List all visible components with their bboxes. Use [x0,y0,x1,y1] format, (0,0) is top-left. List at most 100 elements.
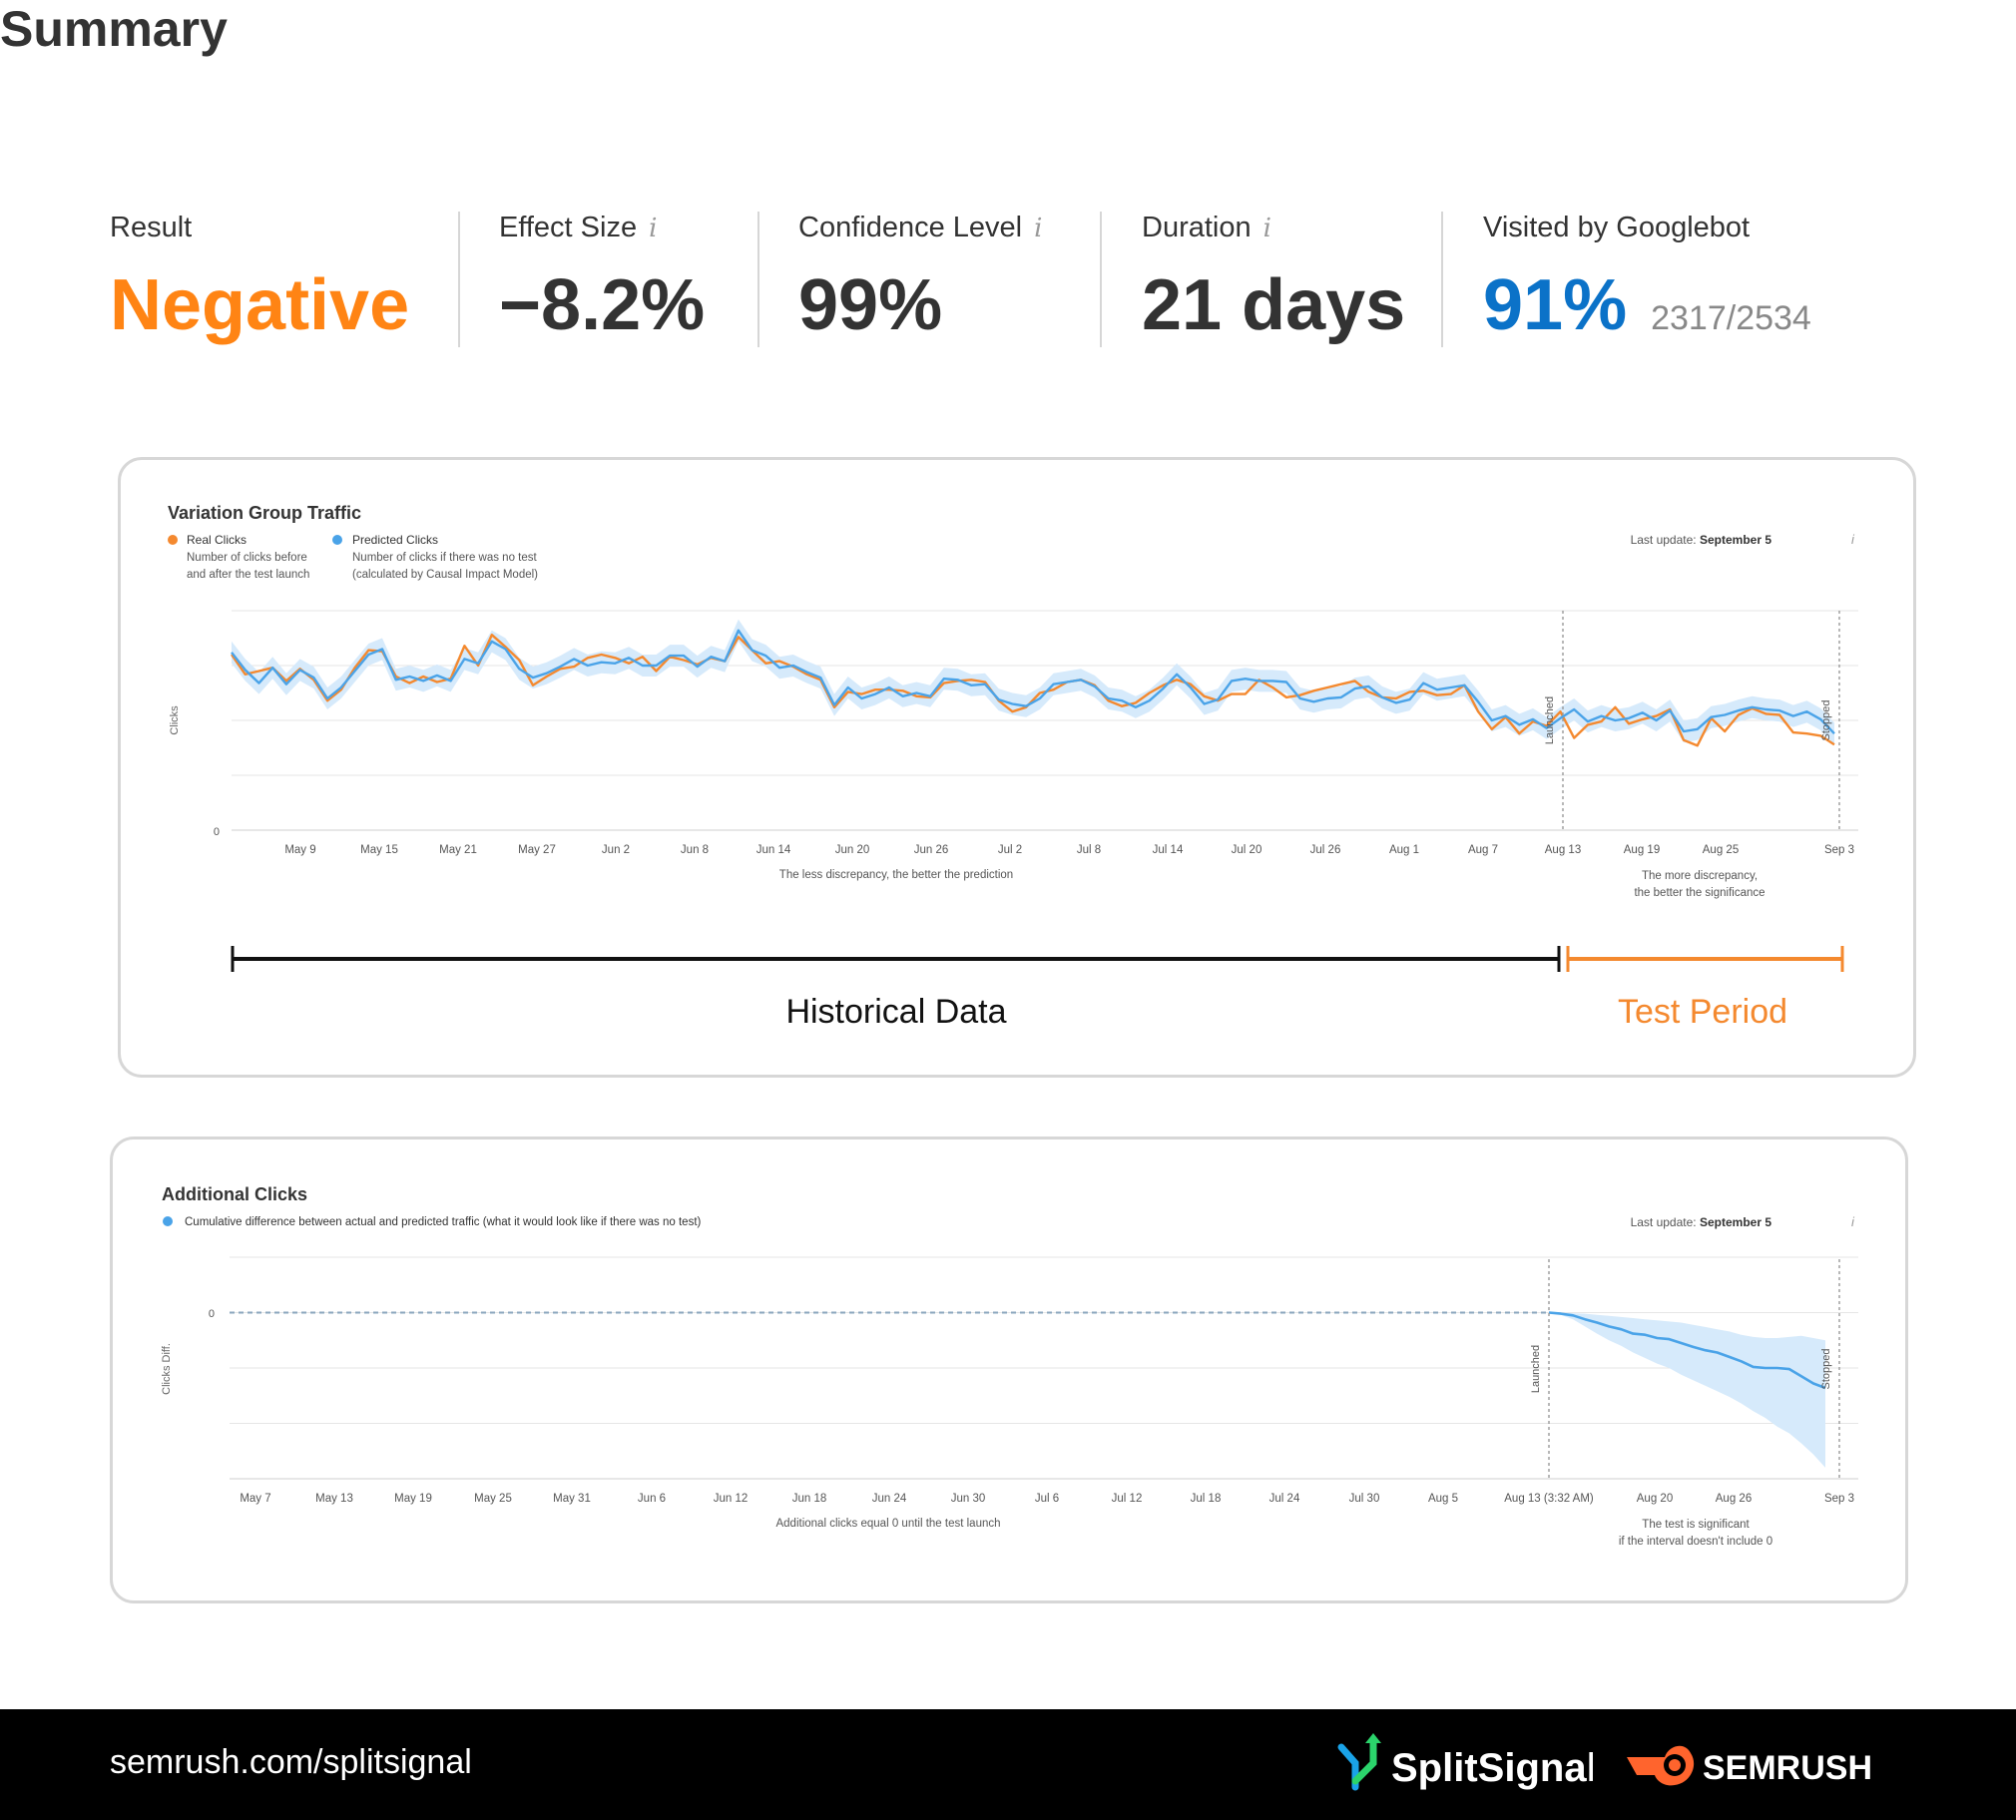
semrush-fire-icon [1627,1745,1695,1786]
metric-effect-size: Effect Size i −8.2% [499,212,705,349]
stopped-label: Stopped [1820,700,1832,741]
info-icon[interactable]: i [649,214,658,243]
legend-real-desc: Number of clicks before [187,552,307,564]
footer-url[interactable]: semrush.com/splitsignal [110,1743,472,1781]
y-axis-label: Clicks Diff. [161,1343,173,1395]
note-right: the better the significance [1634,887,1764,899]
last-update-date: September 5 [1700,1215,1771,1229]
legend-predicted-desc: (calculated by Causal Impact Model) [352,569,538,581]
test-period-label: Test Period [1618,993,1787,1031]
note-right: The more discrepancy, [1642,870,1758,882]
legend-predicted-name: Predicted Clicks [352,533,438,547]
legend-predicted-desc: Number of clicks if there was no test [352,552,538,564]
x-tick-label: Aug 25 [1703,844,1739,856]
x-tick-label: Jun 14 [756,844,791,856]
metric-divider [757,212,759,347]
series-predicted-clicks [231,629,1835,735]
x-tick-label: May 7 [240,1493,270,1505]
metric-googlebot-value: 91% [1483,265,1628,345]
series-real-clicks [231,634,1835,747]
x-tick-label: Sep 3 [1824,1493,1854,1505]
metric-confidence-level: Confidence Level i 99% [798,212,1042,349]
metric-googlebot-label: Visited by Googlebot [1483,212,1751,243]
x-tick-label: May 13 [315,1493,353,1505]
metric-googlebot: Visited by Googlebot 91% 2317/2534 [1483,212,1811,349]
x-tick-label: Aug 13 (3:32 AM) [1504,1493,1594,1505]
x-tick-label: May 27 [518,844,556,856]
launched-label: Launched [1530,1345,1542,1393]
last-update-label: Last update: [1631,533,1697,547]
metric-confidence-label: Confidence Level [798,212,1023,243]
last-update: Last update: September 5 [1631,533,1772,547]
semrush-wordmark: SEMRUSH [1703,1749,1872,1787]
info-icon[interactable]: i [1034,214,1043,243]
note-left: Additional clicks equal 0 until the test… [775,1518,1000,1530]
x-tick-label: Aug 13 [1545,844,1581,856]
x-tick-label: Jun 26 [914,844,949,856]
legend-dot-predicted [332,535,342,545]
series-cumulative-difference [1548,1311,1826,1390]
metric-googlebot-count: 2317/2534 [1651,299,1811,337]
historical-data-label: Historical Data [785,993,1006,1031]
launched-label: Launched [1544,696,1556,744]
x-tick-label: Jun 12 [714,1493,749,1505]
metric-effect-size-label: Effect Size [499,212,638,243]
legend-cumulative-name: Cumulative difference between actual and… [185,1216,702,1228]
x-tick-label: Jul 6 [1035,1493,1059,1505]
last-update: Last update: September 5 [1631,1215,1772,1229]
x-tick-label: Jun 20 [835,844,870,856]
period-annotations: Historical Data Test Period [231,946,1844,1031]
info-icon[interactable]: i [1262,214,1271,243]
confidence-band [1549,1312,1825,1468]
x-tick-label: Jul 24 [1269,1493,1300,1505]
x-tick-label: Jun 6 [638,1493,666,1505]
x-tick-label: May 31 [553,1493,591,1505]
x-tick-label: Jul 8 [1077,844,1101,856]
note-right: The test is significant [1642,1519,1750,1531]
y-tick-zero: 0 [209,1308,215,1320]
x-tick-label: Aug 26 [1716,1493,1752,1505]
x-tick-label: Sep 3 [1824,844,1854,856]
x-tick-label: Jul 20 [1232,844,1262,856]
semrush-logo: SEMRUSH [1627,1745,1872,1787]
y-axis-label: Clicks [169,705,181,735]
x-tick-label: Aug 5 [1428,1493,1458,1505]
splitsignal-wordmark: SplitSignal [1391,1746,1593,1790]
note-right: if the interval doesn't include 0 [1619,1536,1772,1548]
x-tick-label: Aug 7 [1468,844,1498,856]
x-tick-label: Aug 20 [1637,1493,1673,1505]
metric-result-value: Negative [110,265,410,345]
metric-result: Result Negative [110,212,409,349]
x-tick-label: Jun 8 [681,844,709,856]
x-tick-label: Jul 14 [1153,844,1184,856]
x-tick-label: May 19 [394,1493,432,1505]
x-tick-label: May 9 [284,844,315,856]
info-icon[interactable]: i [1851,1214,1855,1229]
x-tick-label: Aug 1 [1389,844,1419,856]
note-left: The less discrepancy, the better the pre… [779,869,1013,881]
info-icon[interactable]: i [1851,532,1855,547]
chart-title: Variation Group Traffic [168,503,361,523]
metric-duration-label: Duration [1142,212,1252,243]
traffic-card [118,457,1916,1078]
x-tick-label: Jul 30 [1349,1493,1380,1505]
footer: semrush.com/splitsignal SplitSignal SEMR… [0,1709,2016,1820]
splitsignal-icon [1337,1733,1381,1791]
splitsignal-logo: SplitSignal [1337,1733,1593,1791]
metric-confidence-value: 99% [798,265,943,345]
legend-dot-real [168,535,178,545]
x-tick-label: Jun 2 [602,844,630,856]
metric-divider [1441,212,1443,347]
x-tick-label: Jun 24 [872,1493,907,1505]
x-tick-label: Jun 18 [792,1493,827,1505]
x-tick-label: Jul 26 [1310,844,1341,856]
stopped-label: Stopped [1820,1349,1832,1390]
x-tick-label: Jun 30 [951,1493,986,1505]
y-tick-zero: 0 [214,826,220,838]
metric-divider [458,212,460,347]
legend-real-desc: and after the test launch [187,569,309,581]
x-tick-label: Jul 12 [1112,1493,1143,1505]
x-tick-label: May 15 [360,844,398,856]
additional-clicks-card [110,1137,1908,1603]
